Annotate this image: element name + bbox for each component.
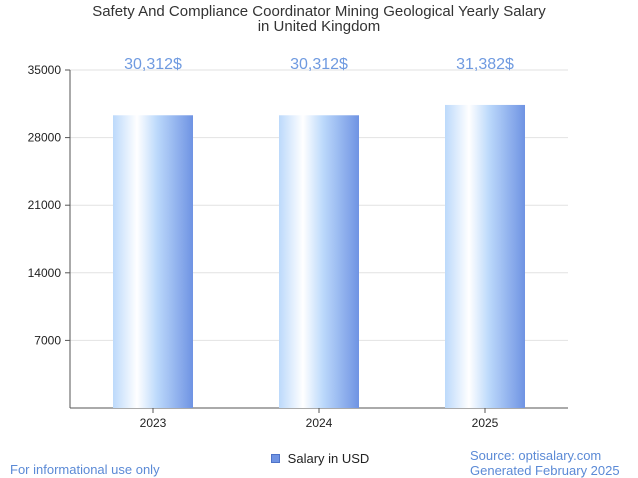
- y-tick-label: 14000: [28, 266, 62, 280]
- y-tick-label: 7000: [34, 333, 61, 347]
- value-label-2025: 31,382$: [456, 56, 514, 73]
- x-tick-label: 2024: [306, 416, 333, 430]
- y-tick-label: 28000: [28, 131, 62, 145]
- legend-swatch: [270, 453, 280, 463]
- source-link[interactable]: Source: optisalary.com: [470, 448, 602, 463]
- bar-2023: [113, 115, 193, 409]
- chart-title-line1: Safety And Compliance Coordinator Mining…: [92, 3, 546, 20]
- disclaimer-text: For informational use only: [10, 462, 160, 477]
- y-tick-label: 35000: [28, 63, 62, 77]
- bar-2025: [445, 104, 525, 408]
- x-tick-label: 2023: [140, 416, 167, 430]
- value-label-2024: 30,312$: [290, 56, 348, 73]
- chart-legend[interactable]: Salary in USD: [264, 448, 376, 468]
- y-tick-label: 21000: [28, 198, 62, 212]
- source-block: Source: optisalary.com Generated Februar…: [470, 448, 620, 478]
- legend-label: Salary in USD: [287, 450, 370, 466]
- chart-title: Safety And Compliance Coordinator Mining…: [60, 4, 578, 34]
- x-tick-label: 2025: [472, 416, 499, 430]
- bar-2024: [279, 115, 359, 409]
- chart-title-line2: in United Kingdom: [257, 18, 381, 35]
- value-label-2023: 30,312$: [124, 56, 182, 73]
- generated-date: Generated February 2025: [470, 463, 620, 478]
